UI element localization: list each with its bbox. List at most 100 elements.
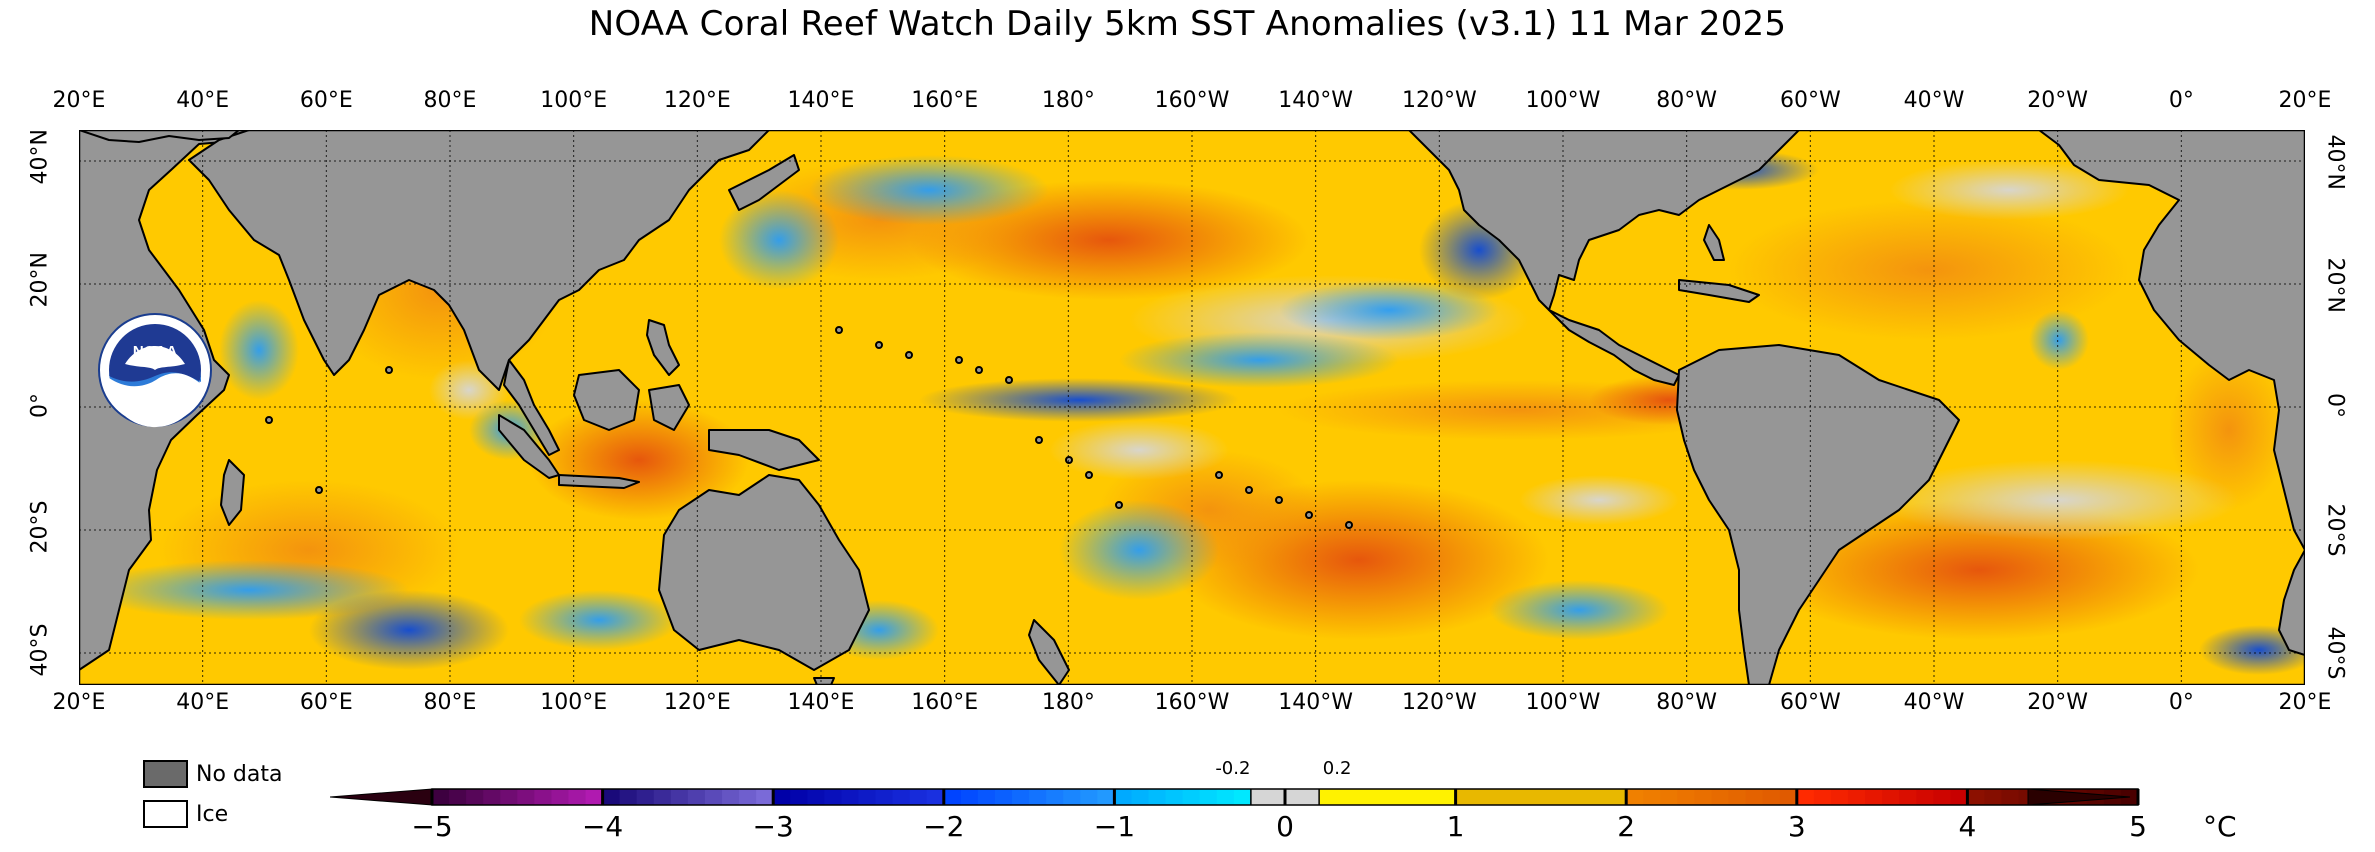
colorbar-cell — [1660, 789, 1678, 805]
colorbar-unit: °C — [2203, 810, 2237, 843]
longitude-label: 0° — [2168, 690, 2194, 715]
land-arabia-india-asia — [188, 130, 770, 391]
colorbar-extension-low — [330, 788, 433, 806]
colorbar-cell — [449, 789, 467, 805]
colorbar-cell — [1967, 789, 1986, 805]
colorbar-cell — [943, 789, 962, 805]
colorbar-cell — [1114, 789, 1133, 805]
longitude-label: 100°W — [1525, 88, 1601, 113]
latitude-label: 20°N — [27, 252, 53, 308]
colorbar-cell — [977, 789, 996, 805]
map-frame — [79, 130, 2305, 685]
latitude-label: 20°N — [2322, 257, 2348, 313]
colorbar-cell — [1455, 789, 1474, 805]
colorbar-cell — [1029, 789, 1047, 805]
land-madagascar — [220, 459, 245, 526]
colorbar-cell — [1080, 789, 1098, 805]
colorbar-extension-high — [2027, 788, 2131, 806]
colorbar-cell — [994, 789, 1013, 805]
colorbar-cell — [1711, 789, 1730, 805]
colorbar-tick-label: 0 — [1276, 810, 1294, 843]
land-west-africa-europe — [2038, 130, 2305, 551]
colorbar-cell — [1421, 789, 1440, 805]
colorbar-cell — [704, 789, 723, 805]
colorbar-cell — [1540, 789, 1559, 805]
colorbar-cell — [1523, 789, 1542, 805]
land-java — [558, 474, 640, 489]
colorbar-cell — [1865, 789, 1883, 805]
land-masses — [79, 130, 2305, 685]
colorbar-cell — [1370, 789, 1388, 805]
land-south-america — [1676, 344, 1960, 685]
colorbar-cell — [1847, 789, 1866, 805]
pacific-islands — [265, 326, 1353, 529]
longitude-label: 20°E — [2278, 690, 2332, 715]
longitude-label: 140°E — [787, 88, 855, 113]
land-indochina-malaysia — [503, 359, 560, 456]
colorbar-cell — [1609, 789, 1627, 805]
land-borneo — [573, 369, 640, 431]
colorbar-cell — [568, 789, 587, 805]
longitude-label: 20°E — [2278, 88, 2332, 113]
no-data-swatch — [143, 760, 188, 788]
longitude-label: 120°E — [663, 690, 731, 715]
colorbar-cell — [1165, 789, 1184, 805]
colorbar-cell — [1882, 789, 1900, 805]
longitude-label: 80°W — [1656, 88, 1718, 113]
colorbar-cell — [1131, 789, 1150, 805]
longitude-label: 180° — [1041, 690, 1095, 715]
colorbar-cell — [1404, 789, 1423, 805]
colorbar-cell — [1557, 789, 1576, 805]
colorbar-cell — [892, 789, 911, 805]
longitude-label: 40°E — [176, 690, 230, 715]
latitude-label: 40°N — [2322, 134, 2348, 190]
colorbar-cell — [1626, 789, 1644, 805]
colorbar-cell — [1148, 789, 1167, 805]
colorbar-cell — [1830, 789, 1849, 805]
longitude-label: 20°E — [52, 88, 106, 113]
colorbar-cell — [1984, 789, 2003, 805]
colorbar-cell — [636, 789, 655, 805]
land-sumatra — [498, 414, 560, 479]
longitude-label: 120°E — [663, 88, 731, 113]
latitude-label: 40°S — [2322, 626, 2348, 680]
colorbar-cell — [1592, 789, 1610, 805]
colorbar-cell — [1319, 789, 1337, 805]
land-australia — [658, 474, 870, 671]
colorbar-tick-label: −3 — [752, 810, 794, 843]
no-data-label: No data — [196, 762, 283, 787]
longitude-label: 140°W — [1278, 690, 1354, 715]
land-central-america — [1548, 309, 1680, 386]
map-title: NOAA Coral Reef Watch Daily 5km SST Anom… — [588, 4, 1787, 44]
longitude-label: 0° — [2168, 88, 2194, 113]
colorbar-tick-label: 4 — [1958, 810, 1977, 843]
longitude-label: 140°W — [1278, 88, 1354, 113]
longitude-label: 100°E — [540, 690, 608, 715]
colorbar-cell — [500, 789, 518, 805]
colorbar-tick-label: 3 — [1787, 810, 1806, 843]
colorbar-cell — [1387, 789, 1406, 805]
colorbar-tick-marks — [430, 789, 2140, 805]
colorbar-cell — [722, 789, 740, 805]
land-philippines — [646, 319, 680, 376]
latitude-label: 0° — [2322, 393, 2348, 418]
colorbar-cell — [1438, 789, 1457, 805]
longitude-label: 80°E — [423, 690, 477, 715]
colorbar-cell — [960, 789, 979, 805]
colorbar-cell — [1097, 789, 1115, 805]
longitude-label: 40°E — [176, 88, 230, 113]
longitude-label: 20°W — [2027, 690, 2089, 715]
ice-label: Ice — [196, 802, 229, 827]
colorbar-cell — [1813, 789, 1832, 805]
colorbar-cell — [1677, 789, 1696, 805]
colorbar-cell — [909, 789, 928, 805]
longitude-label: 180° — [1041, 88, 1095, 113]
longitude-label: 80°E — [423, 88, 477, 113]
longitude-label: 120°W — [1401, 690, 1477, 715]
colorbar-tick-label: −4 — [581, 810, 624, 843]
land-florida-cuba — [1678, 224, 1760, 303]
colorbar-tick-label: −5 — [411, 810, 453, 843]
colorbar-cell — [1916, 789, 1934, 805]
land-sulawesi-papua — [648, 384, 820, 471]
longitude-label: 160°W — [1154, 690, 1230, 715]
